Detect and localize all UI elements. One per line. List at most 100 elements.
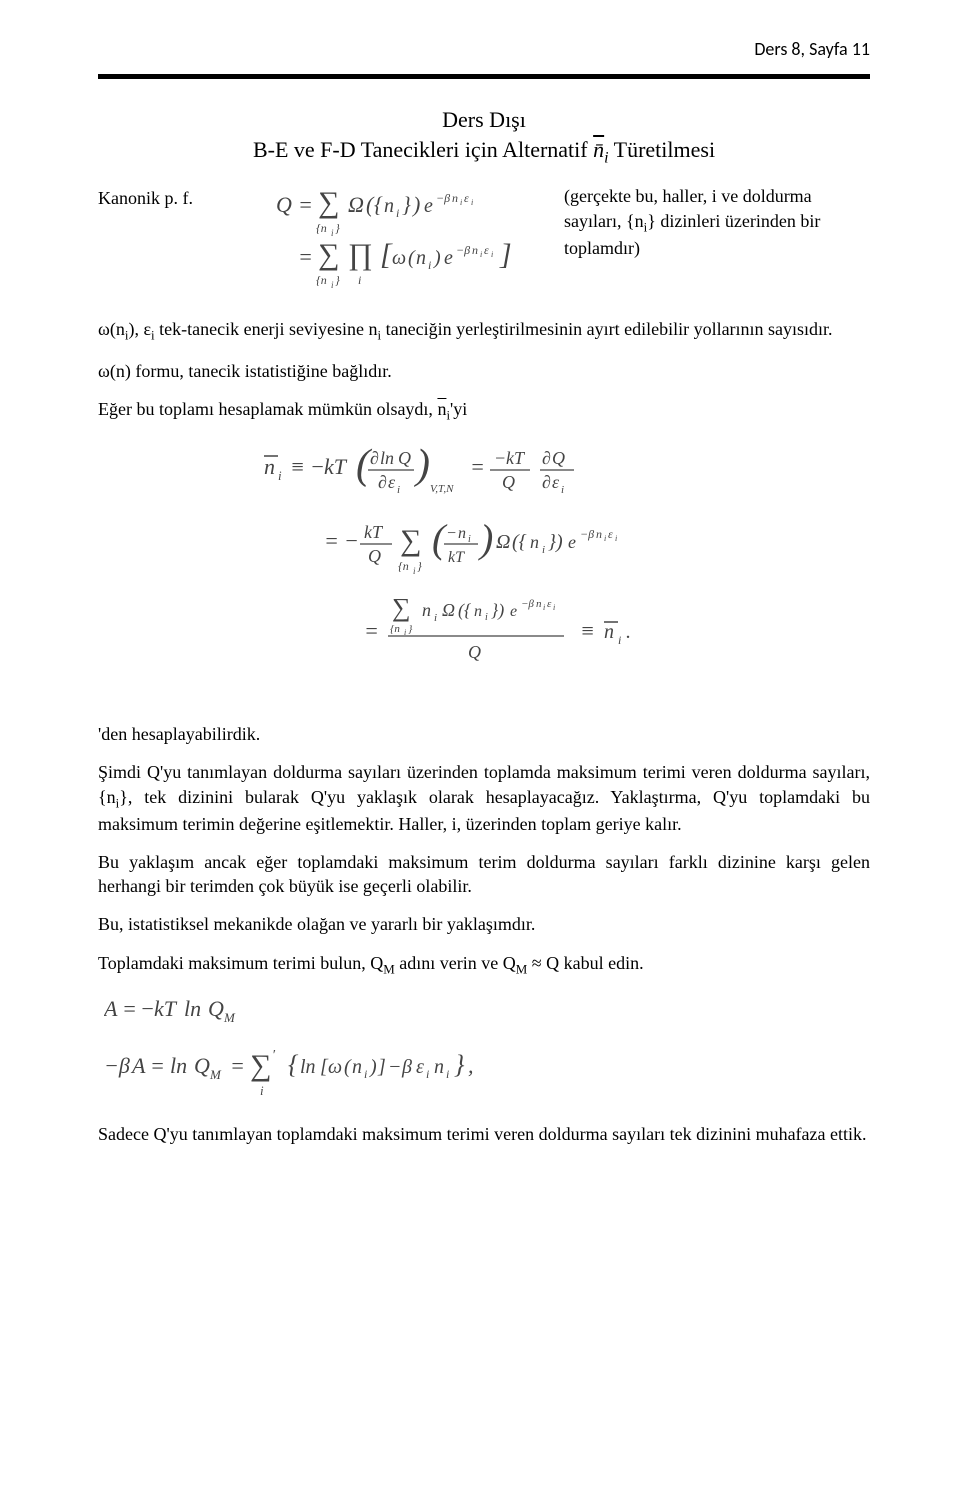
- svg-text:{: {: [288, 1050, 299, 1079]
- svg-text:Ω: Ω: [442, 600, 455, 620]
- paragraph-simdi: Şimdi Q'yu tanımlayan doldurma sayıları …: [98, 760, 870, 836]
- svg-text:): ): [369, 1056, 377, 1078]
- svg-text:({: ({: [512, 531, 527, 553]
- svg-text:ε: ε: [388, 472, 396, 492]
- svg-text:A: A: [130, 1053, 146, 1078]
- svg-text:i: i: [358, 273, 361, 287]
- title-suffix: Türetilmesi: [609, 137, 716, 162]
- svg-text:ln: ln: [300, 1056, 316, 1078]
- paragraph-omega-def: ω(ni), εi tek-tanecik enerji seviyesine …: [98, 317, 870, 344]
- svg-text:i: i: [397, 484, 400, 496]
- svg-text:): ): [411, 192, 420, 217]
- title-line1: Ders Dışı: [98, 105, 870, 135]
- svg-text:=: =: [298, 244, 313, 269]
- svg-text:n: n: [384, 195, 394, 217]
- page-header: Ders 8, Sayfa 11: [98, 38, 870, 60]
- svg-text:ln: ln: [184, 996, 201, 1021]
- svg-text:i: i: [446, 1067, 449, 1081]
- paragraph-qm: Toplamdaki maksimum terimi bulun, QM adı…: [98, 951, 870, 978]
- svg-text:Q: Q: [502, 472, 515, 492]
- svg-text:Q: Q: [468, 642, 481, 662]
- svg-text:∑: ∑: [250, 1049, 271, 1082]
- svg-text:ε: ε: [608, 527, 613, 541]
- svg-text:∂: ∂: [542, 472, 551, 492]
- title-prefix: B-E ve F-D Tanecikleri için Alternatif: [253, 137, 593, 162]
- svg-text:n: n: [458, 525, 466, 542]
- svg-text:i: i: [485, 612, 488, 623]
- svg-text:−β: −β: [580, 527, 594, 541]
- intro-two-col: Kanonik p. f. Q = ∑ {n i } Ω ( { n i } ): [98, 184, 870, 299]
- paragraph-istatistik: Bu, istatistiksel mekanikde olağan ve ya…: [98, 912, 870, 936]
- svg-text:kT: kT: [364, 522, 384, 542]
- svg-text:{n: {n: [316, 273, 327, 287]
- svg-text:e: e: [424, 195, 433, 217]
- svg-text:i: i: [396, 206, 399, 220]
- svg-text:M: M: [223, 1010, 236, 1025]
- svg-text:−β: −β: [521, 598, 534, 610]
- svg-text:ω: ω: [328, 1056, 342, 1078]
- svg-text:∑: ∑: [318, 238, 339, 271]
- svg-text:Q: Q: [552, 448, 565, 468]
- svg-text:ε: ε: [552, 472, 560, 492]
- svg-text:∑: ∑: [318, 186, 339, 219]
- title-line2: B-E ve F-D Tanecikleri için Alternatif n…: [98, 135, 870, 169]
- svg-text:n: n: [596, 527, 602, 541]
- paragraph-sadece: Sadece Q'yu tanımlayan toplamdaki maksim…: [98, 1122, 870, 1146]
- svg-text:−: −: [388, 1056, 402, 1078]
- title-block: Ders Dışı B-E ve F-D Tanecikleri için Al…: [98, 105, 870, 168]
- svg-text:i: i: [428, 258, 431, 272]
- svg-text:M: M: [209, 1067, 222, 1082]
- svg-text:−: −: [344, 528, 359, 553]
- svg-text:kT: kT: [506, 448, 526, 468]
- svg-text:=: =: [122, 996, 137, 1021]
- svg-text:i: i: [615, 534, 617, 543]
- svg-text:=: =: [364, 618, 379, 643]
- svg-text:−: −: [140, 996, 155, 1021]
- svg-text:kT: kT: [448, 549, 465, 566]
- svg-text:i: i: [260, 1083, 264, 1098]
- svg-text:=: =: [324, 528, 339, 553]
- svg-text:β: β: [401, 1056, 412, 1078]
- svg-text:}: }: [335, 221, 340, 235]
- svg-text:i: i: [471, 198, 473, 207]
- svg-text:ε: ε: [484, 243, 489, 257]
- svg-text:): ): [433, 247, 441, 269]
- svg-text:i: i: [618, 633, 621, 647]
- svg-text:}: }: [454, 1050, 465, 1079]
- svg-text:ω: ω: [392, 247, 406, 269]
- svg-text:Ω: Ω: [348, 192, 364, 217]
- svg-text:′: ′: [272, 1048, 276, 1063]
- svg-text:]: ]: [499, 238, 512, 271]
- svg-text:Ω: Ω: [496, 531, 510, 553]
- svg-text:n: n: [474, 603, 482, 620]
- svg-text:): ): [478, 516, 493, 561]
- svg-text:ln: ln: [380, 448, 394, 468]
- svg-text:n: n: [434, 1056, 444, 1078]
- svg-text:i: i: [561, 484, 564, 496]
- svg-text:{n: {n: [398, 559, 409, 573]
- svg-text:≡: ≡: [580, 618, 595, 643]
- svg-text:n: n: [536, 598, 542, 610]
- svg-text:Q: Q: [208, 996, 224, 1021]
- svg-text:Q: Q: [398, 448, 411, 468]
- svg-text:({: ({: [458, 600, 472, 621]
- svg-text:n: n: [530, 532, 539, 552]
- svg-text:]: ]: [377, 1056, 386, 1078]
- svg-text:e: e: [510, 603, 517, 620]
- svg-text:{n: {n: [390, 623, 400, 635]
- paragraph-yaklasim: Bu yaklaşım ancak eğer toplamdaki maksim…: [98, 850, 870, 899]
- svg-text:n: n: [416, 247, 426, 269]
- kanonik-label: Kanonik p. f.: [98, 184, 248, 210]
- svg-text:∂: ∂: [370, 448, 379, 468]
- title-var: n̄i: [593, 137, 608, 162]
- svg-text:}): }): [548, 531, 563, 553]
- intro-right-text: (gerçekte bu, haller, i ve doldurma sayı…: [564, 184, 870, 260]
- svg-text:≡: ≡: [290, 454, 305, 479]
- svg-text:i: i: [364, 1067, 367, 1081]
- header-rule: [98, 74, 870, 79]
- svg-text:i: i: [460, 198, 462, 207]
- svg-text:∑: ∑: [392, 593, 411, 622]
- svg-text:=: =: [470, 454, 485, 479]
- svg-text:): ): [414, 442, 430, 488]
- svg-text:i: i: [331, 228, 334, 238]
